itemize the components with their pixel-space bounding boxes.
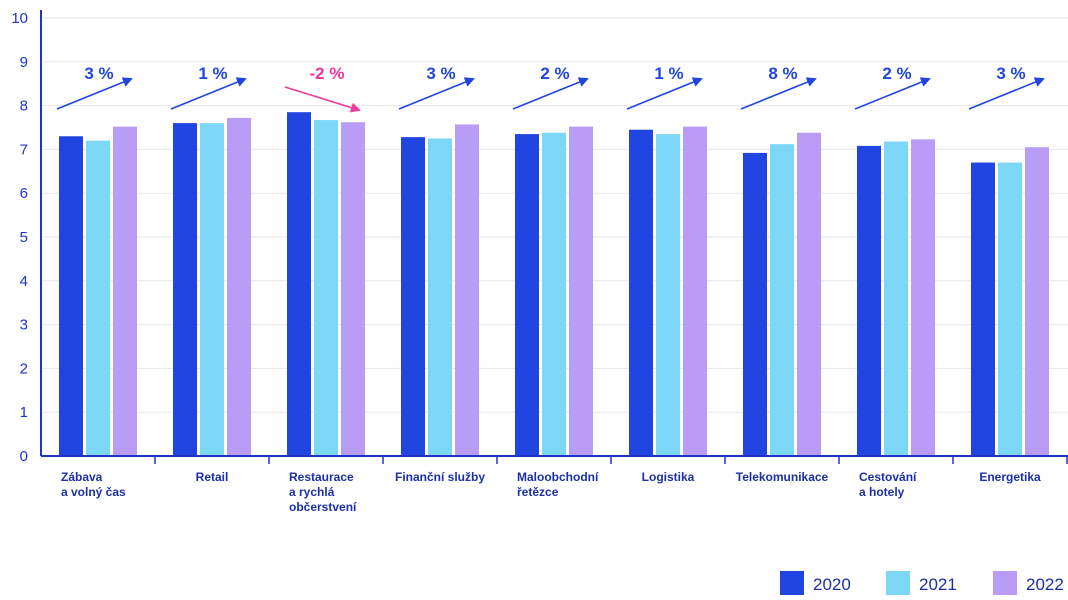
y-tick-label: 6 [20,185,28,202]
x-tick-label: Zábava a volný čas [61,470,126,499]
bar-2020-6 [743,152,767,457]
bar-2020-1 [173,123,197,457]
bar-2022-7 [911,139,935,457]
trend-up-arrow [968,77,1045,110]
trend-up-arrow [626,77,703,110]
bar-2021-1 [200,123,224,457]
trend-up-arrow [854,77,931,110]
bar-2022-6 [797,132,821,457]
bar-2022-8 [1025,147,1049,456]
legend-swatch-2022 [993,571,1017,595]
bar-2022-3 [455,124,479,457]
trend-percentage-label: 1 % [198,64,227,83]
trend-percentage-label: 8 % [768,64,797,83]
trend-up-arrow [56,77,133,110]
trend-percentage-label: 3 % [996,64,1025,83]
y-tick-label: 10 [11,10,28,27]
trend-percentage-label: 3 % [84,64,113,83]
x-tick-label: Telekomunikace [736,470,829,484]
y-tick-label: 7 [20,141,28,158]
trend-down-arrow [284,86,361,113]
y-tick-label: 4 [20,273,28,290]
y-tick-label: 9 [20,54,28,71]
x-tick-label: Retail [196,470,229,484]
bar-2021-0 [86,140,110,456]
y-tick-label: 8 [20,98,28,115]
bar-2021-3 [428,138,452,456]
trend-annotations: 3 % 1 % -2 % 3 % 2 % 1 % 8 % 2 % 3 % [56,64,1045,113]
bar-2020-5 [629,129,653,456]
legend-swatch-2020 [780,571,804,595]
bar-2022-5 [683,126,707,457]
legend: 2020 2021 2022 [780,571,1064,595]
trend-percentage-label: 3 % [426,64,455,83]
y-tick-label: 0 [20,448,28,465]
bar-2020-3 [401,137,425,457]
bar-2020-0 [59,136,83,456]
bar-2022-4 [569,126,593,457]
bar-2020-7 [857,145,881,456]
bar-2022-1 [227,117,251,456]
x-tick-label: Maloobchodní řetězce [517,470,599,499]
bar-2021-7 [884,141,908,457]
legend-swatch-2021 [886,571,910,595]
trend-percentage-label: 1 % [654,64,683,83]
x-tick-label: Cestování a hotely [859,470,917,499]
trend-percentage-label: 2 % [540,64,569,83]
trend-up-arrow [170,77,247,110]
y-tick-label: 5 [20,229,28,246]
axes: 0 1 2 3 4 5 6 7 8 9 10 Zábava a volný čas Retail Resta… [11,10,1068,514]
bar-2021-8 [998,162,1022,457]
trend-percentage-label: 2 % [882,64,911,83]
trend-up-arrow [740,77,817,110]
bar-2021-6 [770,144,794,457]
y-tick-label: 1 [20,404,28,421]
legend-label-2021: 2021 [919,575,957,594]
bar-2021-2 [314,120,338,456]
y-tick-label: 3 [20,317,28,334]
trend-percentage-label: -2 % [310,64,345,83]
y-tick-label: 2 [20,360,28,377]
trend-up-arrow [398,77,475,110]
bar-2022-0 [113,126,137,457]
legend-label-2020: 2020 [813,575,851,594]
x-tick-label: Logistika [642,470,695,484]
x-tick-label: Restaurace a rychlá občerstvení [289,470,357,514]
bar-2020-2 [287,112,311,457]
x-tick-label: Finanční služby [395,470,485,484]
bar-2020-8 [971,162,995,457]
x-tick-label: Energetika [979,470,1041,484]
legend-label-2022: 2022 [1026,575,1064,594]
bars [59,112,1049,457]
trend-up-arrow [512,77,589,110]
bar-2021-5 [656,134,680,456]
bar-2022-2 [341,122,365,456]
bar-2020-4 [515,134,539,456]
bar-2021-4 [542,132,566,457]
